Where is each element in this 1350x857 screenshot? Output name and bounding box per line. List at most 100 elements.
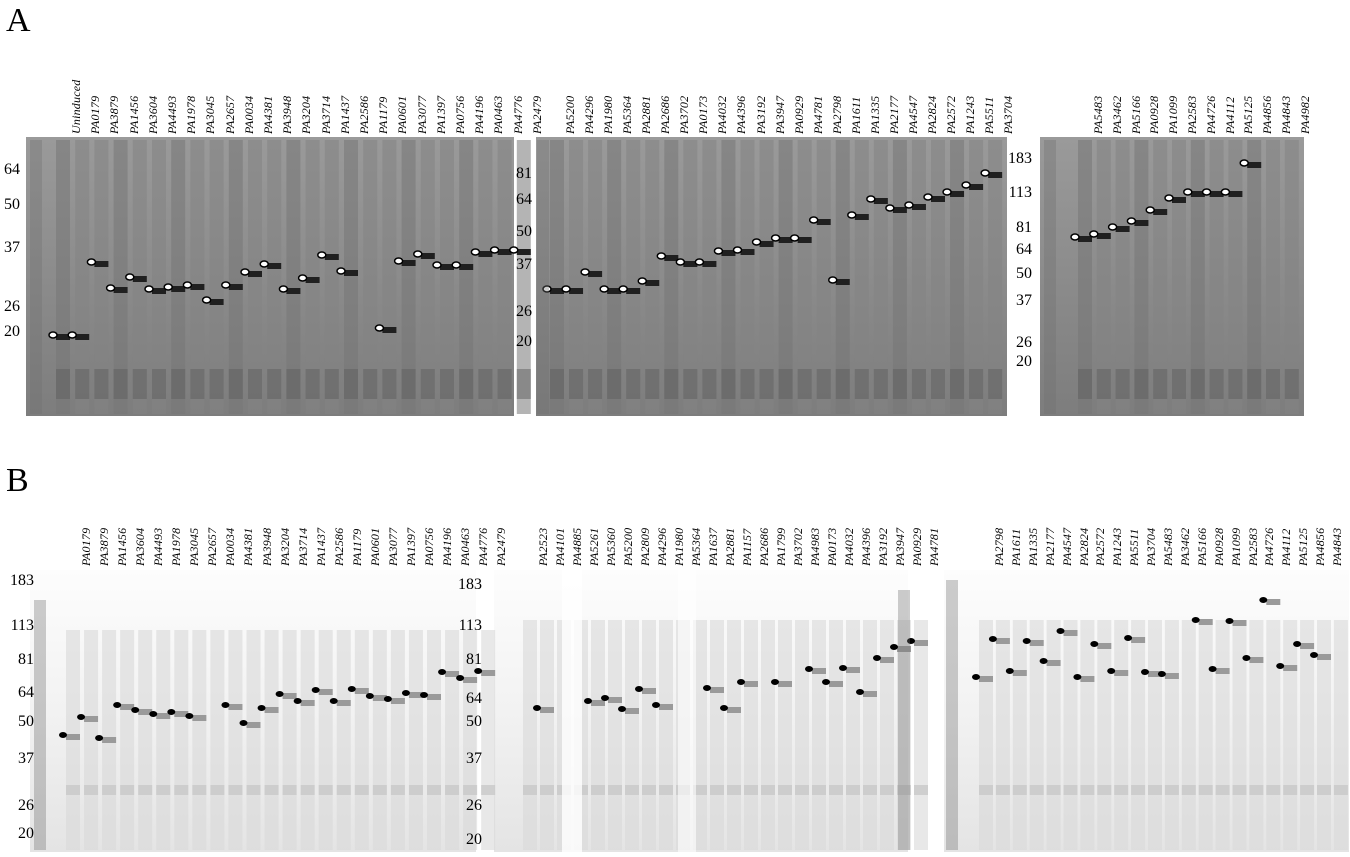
- gel-lane: [645, 140, 660, 414]
- protein-band: [132, 276, 147, 282]
- gel-smear: [1190, 369, 1205, 399]
- lane-label: PA0756: [453, 95, 467, 134]
- lane-label: PA4032: [715, 95, 730, 134]
- protein-band: [816, 219, 831, 225]
- lane-label: PA0928: [1147, 95, 1162, 134]
- gel-smear: [344, 369, 358, 399]
- gel-lane: [1097, 620, 1112, 850]
- band-dot: [808, 216, 819, 224]
- gel-lane: [372, 630, 387, 850]
- band-dot: [533, 705, 541, 711]
- band-dot: [856, 689, 864, 695]
- gel-smear: [138, 785, 153, 795]
- band-dot: [1201, 188, 1212, 196]
- gel-smear: [156, 785, 171, 795]
- gel-smear: [318, 785, 333, 795]
- band-dot: [942, 188, 952, 196]
- protein-band: [1266, 599, 1281, 605]
- gel-smear: [1333, 785, 1348, 795]
- lane-label: PA4493: [151, 527, 166, 566]
- gel-smear: [286, 369, 301, 399]
- lane-label: PA1437: [337, 95, 352, 134]
- protein-band: [1283, 665, 1298, 671]
- gel-lane: [1046, 620, 1061, 850]
- protein-band: [1249, 657, 1264, 663]
- size-marker: 81: [18, 651, 34, 668]
- gel-smear: [445, 785, 460, 795]
- size-marker: 81: [466, 651, 482, 668]
- band-dot: [713, 247, 724, 255]
- gel-lane: [246, 630, 261, 850]
- band-dot: [413, 250, 423, 258]
- lane-label: PA4726: [1203, 95, 1218, 134]
- gel-smear: [1283, 785, 1298, 795]
- lane-label: PA1611: [848, 96, 863, 134]
- gel-lane: [190, 140, 205, 414]
- band-dot: [1259, 597, 1268, 603]
- band-dot: [240, 268, 250, 276]
- gel-lane: [318, 630, 333, 850]
- protein-band: [721, 250, 736, 256]
- gel-gap: [562, 570, 582, 852]
- lane-label: PA1611: [1008, 528, 1023, 566]
- band-dot: [601, 695, 609, 701]
- band-dot: [890, 644, 898, 650]
- lane-label: PA2824: [1076, 527, 1091, 566]
- gel-smear: [190, 369, 205, 399]
- lane-label: PA1157: [740, 528, 754, 566]
- protein-band: [382, 327, 397, 333]
- gel-smear: [1266, 785, 1281, 795]
- gel-lane: [642, 620, 656, 850]
- gel-smear: [1209, 369, 1224, 399]
- band-dot: [1220, 188, 1231, 196]
- gel-lane: [156, 630, 171, 850]
- size-marker: 183: [1008, 150, 1032, 167]
- band-dot: [771, 679, 779, 685]
- band-dot: [201, 296, 212, 304]
- lane-label: PA3204: [299, 95, 314, 134]
- protein-band: [324, 254, 339, 260]
- gel-lane: [113, 140, 128, 414]
- gel-b3: [944, 570, 1349, 852]
- band-dot: [77, 714, 86, 720]
- protein-band: [1317, 654, 1331, 660]
- gel-smear: [209, 369, 224, 399]
- band-dot: [509, 246, 519, 254]
- band-dot: [751, 238, 762, 246]
- lane-label: PA3704: [1144, 527, 1159, 566]
- gel-lane: [1148, 620, 1162, 850]
- lane-label: PA5483: [1161, 527, 1175, 566]
- band-dot: [297, 274, 308, 282]
- gel-lane: [1131, 620, 1146, 850]
- protein-band: [1228, 191, 1243, 197]
- lane-label: PA0034: [223, 527, 238, 566]
- gel-smear: [1134, 369, 1149, 399]
- lane-label: PA3948: [259, 527, 274, 566]
- protein-band: [873, 198, 888, 204]
- band-dot: [393, 257, 404, 265]
- lane-label: PA0928: [1211, 527, 1226, 566]
- gel-gap: [678, 570, 696, 852]
- protein-band: [305, 277, 320, 283]
- lane-label: PA4112: [1279, 528, 1294, 566]
- gel-smear: [797, 369, 812, 399]
- gel-smear: [1232, 785, 1247, 795]
- gel-lane: [1134, 140, 1149, 414]
- lane-label: PA4196: [440, 527, 454, 566]
- band-dot: [635, 686, 643, 692]
- gel-smear: [854, 369, 869, 399]
- lane-label: PA2657: [205, 527, 220, 566]
- band-dot: [86, 258, 97, 266]
- gel-lane: [1190, 140, 1205, 414]
- lane-label: PA0179: [88, 95, 103, 134]
- band-dot: [1073, 674, 1082, 680]
- gel-smear: [440, 369, 454, 399]
- lane-label: PA4547: [1059, 527, 1074, 566]
- size-marker: 113: [458, 617, 482, 634]
- band-dot: [470, 248, 481, 256]
- gel-lane: [812, 620, 826, 850]
- gel-smear: [481, 785, 496, 795]
- band-dot: [1089, 230, 1099, 238]
- gel-smear: [608, 785, 622, 795]
- lane-label: PA3604: [145, 95, 160, 134]
